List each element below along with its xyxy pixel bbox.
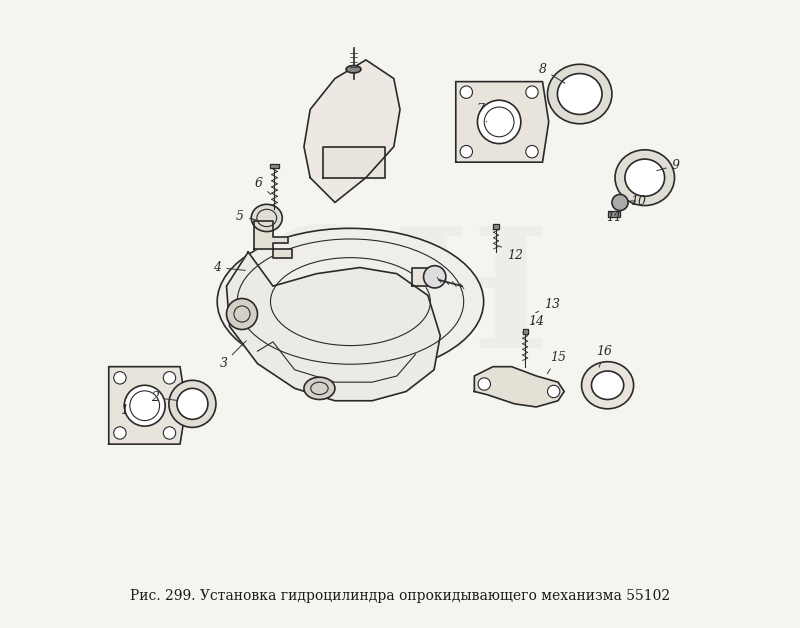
Ellipse shape [177,388,208,420]
Ellipse shape [478,378,490,390]
Text: 6: 6 [254,177,271,195]
Polygon shape [522,329,528,334]
Text: 7: 7 [477,103,486,122]
Text: 5: 5 [236,210,258,222]
Text: 4: 4 [213,261,246,274]
Ellipse shape [526,146,538,158]
Text: 9: 9 [657,159,680,172]
Text: 15: 15 [547,351,566,374]
Ellipse shape [558,73,602,114]
Polygon shape [304,60,400,202]
Polygon shape [254,221,291,258]
Ellipse shape [591,371,624,399]
Text: Рис. 299. Установка гидроцилиндра опрокидывающего механизма 55102: Рис. 299. Установка гидроцилиндра опроки… [130,589,670,603]
Ellipse shape [547,64,612,124]
Ellipse shape [460,86,473,99]
Text: 10: 10 [630,195,646,208]
Text: 16: 16 [597,345,613,367]
Text: 2: 2 [151,391,178,404]
Text: 14: 14 [528,315,544,328]
Text: 13: 13 [536,298,560,313]
Ellipse shape [612,195,628,210]
Polygon shape [493,224,499,229]
Ellipse shape [217,229,484,375]
Text: 8: 8 [538,63,565,84]
Ellipse shape [478,100,521,144]
Polygon shape [226,252,440,401]
Ellipse shape [615,150,674,205]
Ellipse shape [460,146,473,158]
Text: 11: 11 [606,212,622,224]
Ellipse shape [625,159,665,197]
Text: 1: 1 [120,398,128,416]
Ellipse shape [547,385,560,398]
Ellipse shape [163,372,176,384]
Polygon shape [456,82,549,162]
Polygon shape [607,211,620,217]
Polygon shape [474,367,564,407]
Polygon shape [322,147,385,178]
Polygon shape [109,367,186,444]
Ellipse shape [124,385,165,426]
Ellipse shape [226,298,258,330]
Ellipse shape [304,377,335,399]
Ellipse shape [526,86,538,99]
Ellipse shape [582,362,634,409]
Polygon shape [412,268,440,286]
Ellipse shape [114,427,126,439]
Ellipse shape [346,65,361,73]
Text: 12: 12 [499,246,522,262]
Ellipse shape [251,204,282,232]
Ellipse shape [169,381,216,428]
Ellipse shape [423,266,446,288]
Ellipse shape [114,372,126,384]
Text: GH: GH [250,220,550,382]
Text: 3: 3 [219,341,246,370]
Polygon shape [270,164,279,168]
Ellipse shape [163,427,176,439]
